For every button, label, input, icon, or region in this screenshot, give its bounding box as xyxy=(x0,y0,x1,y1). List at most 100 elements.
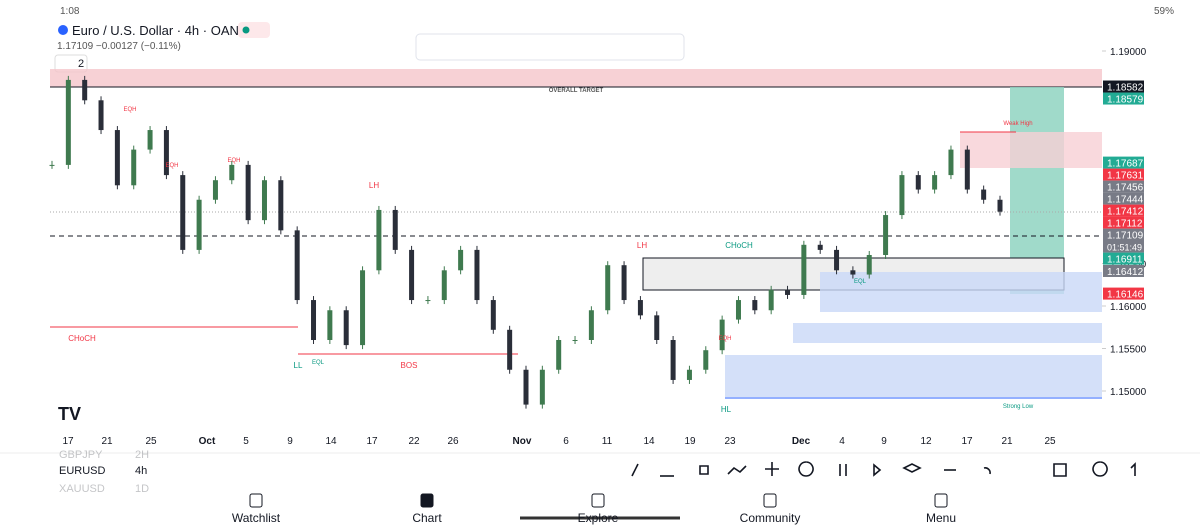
price-label: 1.17109 xyxy=(1107,231,1144,242)
toolbar-icon[interactable] xyxy=(727,465,747,475)
candle xyxy=(932,175,938,190)
toolbar-icon[interactable] xyxy=(983,467,991,475)
candle xyxy=(376,209,382,271)
candle xyxy=(490,300,496,330)
candle xyxy=(98,100,104,131)
candle xyxy=(670,340,676,380)
nav-icon[interactable] xyxy=(420,493,434,508)
price-label-bg xyxy=(1103,168,1144,181)
date-label: Oct xyxy=(199,436,216,447)
date-label: 6 xyxy=(563,436,569,447)
candle xyxy=(915,175,921,190)
date-label: 26 xyxy=(447,436,459,447)
target-zone xyxy=(50,69,1102,87)
candle xyxy=(899,175,905,216)
candle xyxy=(964,149,970,190)
candle xyxy=(245,164,251,221)
annotation: OVERALL TARGET xyxy=(549,88,604,94)
interval: 2H xyxy=(135,449,149,461)
price-label: 1.17444 xyxy=(1107,195,1144,206)
toolbar-icon[interactable] xyxy=(839,464,847,476)
date-label: Nov xyxy=(513,436,532,447)
symbol-title: Euro / U.S. Dollar · 4h · OANDA xyxy=(72,23,257,38)
candle xyxy=(507,329,513,370)
candle xyxy=(294,230,300,301)
annotation: BOS xyxy=(401,361,418,370)
candle xyxy=(65,79,71,165)
price-tick-label: 1.19000 xyxy=(1110,47,1147,58)
price-label: 1.17456 xyxy=(1107,183,1144,194)
demand-zone xyxy=(820,272,1102,312)
candle xyxy=(556,340,562,370)
symbol: XAUUSD xyxy=(59,483,105,495)
toolbar-icon[interactable] xyxy=(1053,463,1067,477)
candle xyxy=(229,164,235,181)
symbol: GBPJPY xyxy=(59,449,103,461)
candle xyxy=(752,300,758,311)
flag-icon xyxy=(58,25,68,35)
toolbar-icon[interactable] xyxy=(631,463,639,477)
logo: TV xyxy=(58,404,81,424)
date-label: 25 xyxy=(1044,436,1056,447)
candle xyxy=(637,300,643,316)
annotation: EQL xyxy=(312,360,325,366)
price-label-bg xyxy=(1103,180,1144,193)
candle xyxy=(261,180,267,221)
interval: 4h xyxy=(135,465,147,477)
candle xyxy=(850,270,856,275)
toolbar-icon[interactable] xyxy=(699,465,709,475)
toolbar-icon[interactable] xyxy=(1092,461,1108,477)
price-label: 1.16911 xyxy=(1107,255,1143,266)
candle xyxy=(425,300,431,302)
toolbar-icon[interactable] xyxy=(798,461,814,477)
candle xyxy=(948,149,954,176)
candle xyxy=(180,175,186,250)
market-dot xyxy=(242,26,250,34)
nav-label[interactable]: Watchlist xyxy=(232,511,281,525)
nav-label[interactable]: Chart xyxy=(412,511,442,525)
annotation: EQL xyxy=(854,279,867,285)
price-label-bg xyxy=(1103,204,1144,217)
toolbar-icon[interactable] xyxy=(873,463,882,477)
nav-label[interactable]: Community xyxy=(740,511,801,525)
candle xyxy=(785,289,791,295)
nav-icon[interactable] xyxy=(763,493,777,508)
annotation: EQH xyxy=(165,163,178,169)
status-badge xyxy=(238,22,270,38)
price-label-bg xyxy=(1103,216,1144,229)
nav-icon[interactable] xyxy=(249,493,263,508)
price-label: 1.16412 xyxy=(1107,267,1144,278)
candle xyxy=(686,369,692,380)
nav-label[interactable]: Menu xyxy=(926,511,956,525)
candle xyxy=(883,215,889,255)
candle xyxy=(212,180,218,200)
candle xyxy=(817,244,823,250)
date-label: 11 xyxy=(602,436,613,447)
toolbar-icon[interactable] xyxy=(1130,462,1136,476)
supply-zone xyxy=(960,132,1102,168)
date-label: 25 xyxy=(145,436,157,447)
date-label: 19 xyxy=(684,436,696,447)
drawing-toolbar[interactable] xyxy=(415,33,685,61)
nav-label[interactable]: Explore xyxy=(578,511,619,525)
annotation: Weak High xyxy=(1003,121,1032,127)
candle xyxy=(572,340,578,341)
candle xyxy=(801,244,807,295)
nav-icon[interactable] xyxy=(934,493,948,508)
candle xyxy=(539,369,545,405)
date-label: 4 xyxy=(839,436,845,447)
price-label-bg xyxy=(1103,92,1144,105)
annotation: CHoCH xyxy=(725,241,753,250)
candle xyxy=(196,199,202,250)
candle xyxy=(474,249,480,301)
candle xyxy=(605,265,611,311)
price-label: 1.16146 xyxy=(1107,290,1144,301)
candle xyxy=(588,310,594,340)
annotation: Strong Low xyxy=(1003,404,1034,410)
toolbar-icon[interactable] xyxy=(902,463,922,473)
candle xyxy=(360,270,366,346)
toolbar-icon[interactable] xyxy=(765,462,779,476)
nav-icon[interactable] xyxy=(591,493,605,508)
date-label: 17 xyxy=(961,436,973,447)
